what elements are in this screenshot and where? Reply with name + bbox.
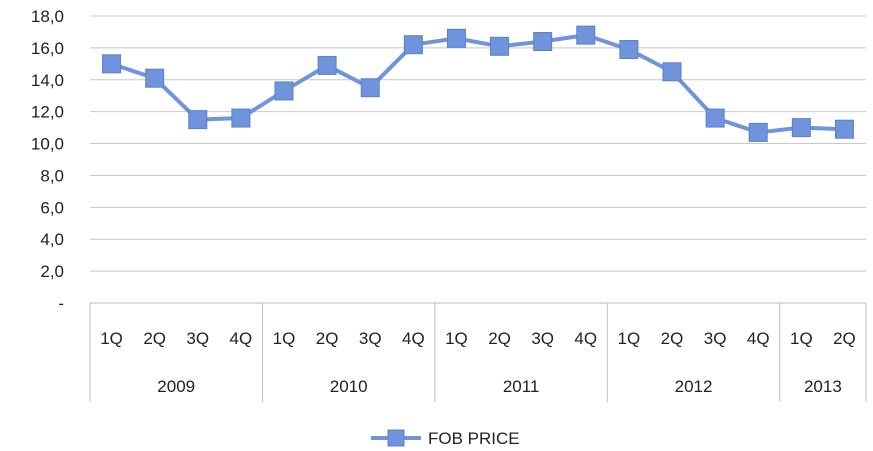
legend-marker (387, 429, 405, 447)
data-point (231, 108, 251, 128)
x-tick-label: 2Q (316, 329, 339, 348)
year-label: 2009 (157, 377, 195, 396)
y-tick-label: 8,0 (40, 166, 64, 185)
data-point (533, 32, 553, 52)
y-tick-label: 14,0 (31, 71, 64, 90)
x-tick-label: 3Q (186, 329, 209, 348)
data-point (705, 108, 725, 128)
y-tick-label: 2,0 (40, 262, 64, 281)
data-point (446, 28, 466, 48)
data-point (102, 54, 122, 74)
x-tick-label: 1Q (100, 329, 123, 348)
x-tick-label: 1Q (445, 329, 468, 348)
year-label: 2012 (675, 377, 713, 396)
data-point (360, 78, 380, 98)
data-point (662, 62, 682, 82)
x-tick-label: 2Q (833, 329, 856, 348)
x-tick-label: 3Q (359, 329, 382, 348)
y-tick-label: - (58, 294, 64, 313)
x-tick-label: 3Q (531, 329, 554, 348)
year-label: 2013 (804, 377, 842, 396)
y-tick-label: 18,0 (31, 7, 64, 26)
y-tick-label: 6,0 (40, 198, 64, 217)
year-label: 2011 (503, 377, 540, 396)
data-point (145, 68, 165, 88)
x-tick-label: 4Q (230, 329, 253, 348)
x-tick-label: 4Q (574, 329, 597, 348)
x-tick-label: 4Q (402, 329, 425, 348)
y-tick-label: 10,0 (31, 135, 64, 154)
x-tick-label: 2Q (488, 329, 511, 348)
data-point (274, 81, 294, 101)
data-point (576, 25, 596, 45)
x-tick-label: 4Q (747, 329, 770, 348)
y-tick-label: 12,0 (31, 103, 64, 122)
x-tick-label: 3Q (704, 329, 727, 348)
data-point (619, 39, 639, 59)
y-tick-label: 4,0 (40, 230, 64, 249)
data-point (188, 110, 208, 130)
data-point (834, 119, 854, 139)
data-point (403, 35, 423, 55)
year-label: 2010 (330, 377, 368, 396)
data-point (791, 118, 811, 138)
x-tick-label: 2Q (661, 329, 684, 348)
series-line (110, 33, 845, 135)
x-tick-label: 1Q (790, 329, 813, 348)
legend-label: FOB PRICE (428, 429, 520, 448)
data-point (490, 36, 510, 56)
x-tick-label: 2Q (143, 329, 166, 348)
data-point (748, 122, 768, 142)
data-point (317, 55, 337, 75)
x-tick-label: 1Q (618, 329, 641, 348)
y-tick-label: 16,0 (31, 39, 64, 58)
x-tick-label: 1Q (273, 329, 296, 348)
